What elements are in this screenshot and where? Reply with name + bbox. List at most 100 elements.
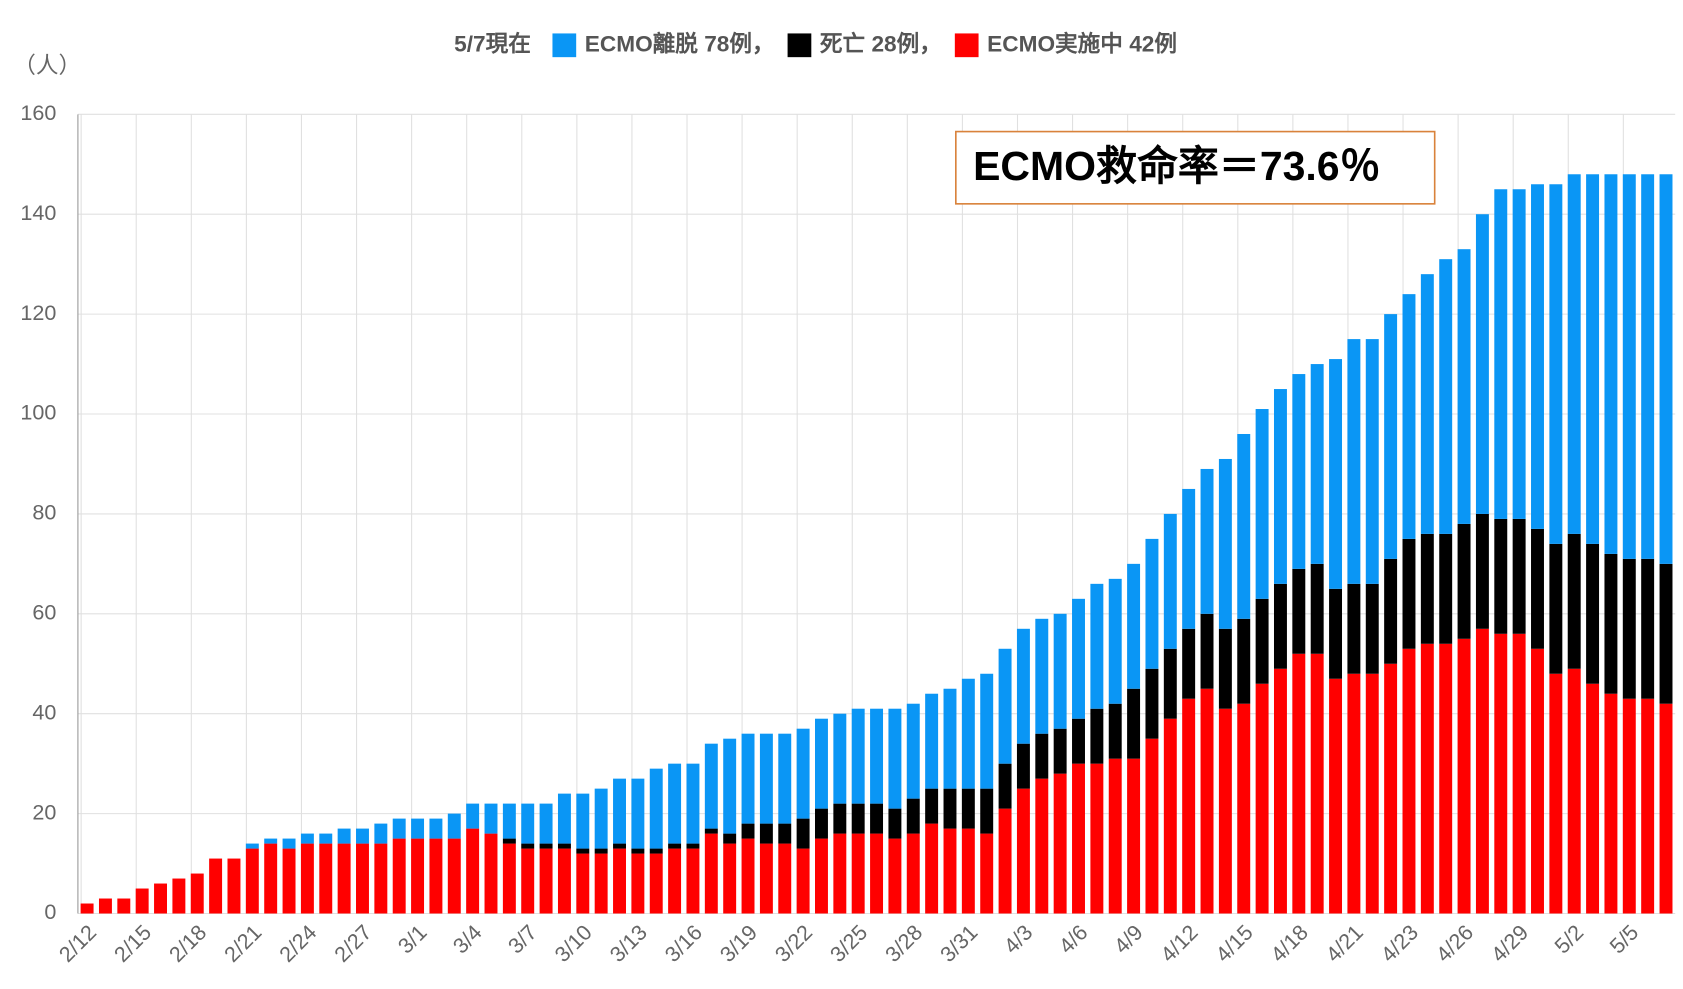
bar-segment bbox=[686, 843, 700, 849]
bar-segment bbox=[1475, 513, 1489, 629]
bar-segment bbox=[539, 803, 553, 844]
bar-segment bbox=[723, 843, 737, 914]
bar-segment bbox=[1622, 558, 1636, 699]
bar-segment bbox=[1255, 409, 1269, 599]
bar-segment bbox=[557, 843, 571, 849]
bar-segment bbox=[980, 788, 994, 834]
bar-segment bbox=[576, 848, 590, 854]
bar-segment bbox=[557, 793, 571, 844]
legend-label: ECMO離脱 78例， bbox=[585, 30, 775, 56]
y-tick-label: 0 bbox=[44, 899, 56, 924]
bar-segment bbox=[943, 828, 957, 914]
bar-segment bbox=[154, 883, 167, 914]
bar-segment bbox=[521, 848, 535, 914]
bar-segment bbox=[1659, 174, 1673, 564]
y-tick-label: 120 bbox=[20, 300, 56, 325]
legend-label: 死亡 28例， bbox=[820, 30, 942, 56]
bar-segment bbox=[1402, 648, 1416, 914]
bar-segment bbox=[1549, 673, 1563, 914]
bar-segment bbox=[631, 853, 645, 914]
bar-segment bbox=[1310, 563, 1324, 654]
bar-segment bbox=[245, 843, 259, 849]
bar-segment bbox=[135, 888, 149, 914]
x-tick-label: 3/7 bbox=[503, 920, 542, 959]
bar-segment bbox=[1016, 628, 1030, 744]
bar-segment bbox=[1072, 718, 1085, 764]
bar-segment bbox=[613, 778, 626, 844]
bar-segment bbox=[1200, 468, 1214, 614]
bar-segment bbox=[759, 823, 773, 844]
y-tick-label: 60 bbox=[32, 600, 56, 625]
bar-segment bbox=[759, 733, 773, 824]
legend-swatch bbox=[787, 33, 812, 58]
bar-segment bbox=[484, 833, 498, 914]
y-tick-label: 140 bbox=[20, 200, 56, 225]
bar-segment bbox=[1053, 773, 1067, 914]
bar-segment bbox=[1218, 708, 1232, 914]
bar-segment bbox=[998, 808, 1012, 914]
x-tick-label: 3/4 bbox=[448, 920, 487, 959]
bar-segment bbox=[1200, 613, 1214, 689]
legend-label: ECMO実施中 42例 bbox=[987, 30, 1177, 56]
bar-segment bbox=[1292, 374, 1306, 569]
bar-segment bbox=[356, 843, 369, 914]
bar-segment bbox=[1659, 563, 1673, 704]
bar-segment bbox=[1604, 553, 1618, 694]
bar-segment bbox=[686, 763, 700, 844]
bar-segment bbox=[704, 828, 718, 834]
bar-segment bbox=[943, 788, 957, 829]
bar-segment bbox=[1072, 763, 1085, 914]
bar-segment bbox=[906, 703, 920, 799]
bar-segment bbox=[356, 828, 369, 844]
bar-segment bbox=[1641, 174, 1655, 559]
y-tick-label: 20 bbox=[32, 799, 56, 824]
bar-segment bbox=[1457, 523, 1471, 639]
bar-segment bbox=[319, 833, 333, 844]
bar-segment bbox=[1531, 528, 1544, 649]
x-tick-label: 4/12 bbox=[1155, 920, 1202, 967]
bar-segment bbox=[594, 853, 608, 914]
bar-segment bbox=[282, 838, 296, 849]
bar-segment bbox=[888, 838, 902, 914]
bar-segment bbox=[502, 838, 516, 844]
x-tick-label: 4/26 bbox=[1431, 920, 1478, 967]
bar-segment bbox=[1200, 688, 1214, 914]
bar-segment bbox=[1457, 638, 1471, 914]
bar-segment bbox=[337, 828, 351, 844]
bar-segment bbox=[851, 708, 865, 804]
bar-segment bbox=[374, 843, 388, 914]
x-tick-label: 2/24 bbox=[274, 920, 321, 967]
bar-segment bbox=[172, 878, 186, 914]
bar-segment bbox=[1145, 538, 1159, 669]
bar-segment bbox=[1090, 763, 1104, 914]
bar-segment bbox=[1439, 259, 1453, 534]
bar-segment bbox=[1604, 693, 1618, 914]
bar-segment bbox=[815, 838, 828, 914]
bar-segment bbox=[1531, 648, 1544, 914]
bar-segment bbox=[1549, 543, 1563, 674]
bar-segment bbox=[1090, 583, 1104, 709]
bar-segment bbox=[576, 793, 590, 849]
x-tick-label: 3/13 bbox=[605, 920, 652, 967]
bar-segment bbox=[1402, 294, 1416, 539]
bar-segment bbox=[961, 678, 975, 789]
legend-subtitle: 5/7現在 bbox=[454, 30, 531, 56]
bar-segment bbox=[1365, 673, 1379, 914]
bar-segment bbox=[484, 803, 498, 834]
bar-segment bbox=[1659, 703, 1673, 914]
bar-segment bbox=[1329, 588, 1343, 679]
bar-segment bbox=[392, 838, 406, 914]
bar-segment bbox=[1127, 758, 1141, 914]
bar-segment bbox=[447, 813, 461, 839]
bar-segment bbox=[411, 838, 425, 914]
bar-segment bbox=[1347, 339, 1361, 584]
bar-segment bbox=[943, 688, 957, 789]
bar-segment bbox=[668, 843, 682, 849]
bar-segment bbox=[1273, 389, 1287, 584]
bar-segment bbox=[668, 848, 682, 914]
bar-segment bbox=[557, 848, 571, 914]
bar-segment bbox=[1108, 758, 1122, 914]
bar-segment bbox=[1182, 488, 1196, 629]
bar-segment bbox=[961, 828, 975, 914]
